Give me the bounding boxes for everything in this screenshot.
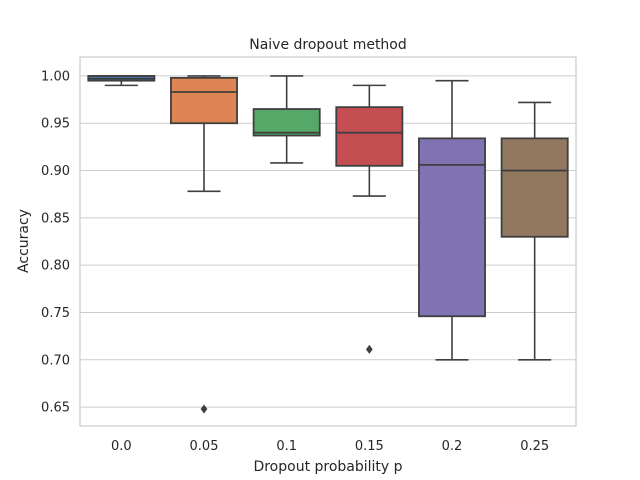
y-tick-label: 0.90 xyxy=(41,164,70,179)
box-0.2 xyxy=(418,79,486,361)
chart-title: Naive dropout method xyxy=(249,37,407,53)
iqr-box xyxy=(418,137,486,318)
x-tick-label: 0.15 xyxy=(355,439,384,454)
x-tick-label: 0.0 xyxy=(111,439,132,454)
y-tick-label: 0.95 xyxy=(41,117,70,132)
x-axis-label: Dropout probability p xyxy=(253,459,402,475)
x-tick-labels: 0.0 0.05 0.1 0.15 0.2 0.25 xyxy=(111,439,549,454)
box-0.05 xyxy=(170,75,238,414)
plot-frame xyxy=(79,56,577,427)
box-0.15 xyxy=(335,84,404,354)
box-0.0 xyxy=(87,75,156,87)
iqr-box xyxy=(170,76,238,125)
y-tick-label: 0.70 xyxy=(41,353,70,368)
outlier-point xyxy=(200,404,208,414)
iqr-box xyxy=(500,137,569,238)
x-tick-label: 0.25 xyxy=(520,439,549,454)
y-tick-label: 1.00 xyxy=(41,69,70,84)
x-tick-label: 0.05 xyxy=(190,439,219,454)
x-tick-label: 0.2 xyxy=(442,439,463,454)
y-tick-label: 0.85 xyxy=(41,211,70,226)
y-axis-label: Accuracy xyxy=(16,209,32,273)
iqr-box xyxy=(252,108,321,137)
gridlines xyxy=(80,75,576,408)
box-series xyxy=(87,75,569,414)
box-0.25 xyxy=(500,101,569,361)
box-0.1 xyxy=(252,75,321,164)
x-tick-label: 0.1 xyxy=(276,439,297,454)
outlier-point xyxy=(365,344,373,354)
y-tick-label: 0.65 xyxy=(41,401,70,416)
y-tick-labels: 0.65 0.70 0.75 0.80 0.85 0.90 0.95 1.00 xyxy=(41,69,70,415)
y-tick-label: 0.80 xyxy=(41,259,70,274)
y-tick-label: 0.75 xyxy=(41,306,70,321)
iqr-box xyxy=(335,106,404,167)
